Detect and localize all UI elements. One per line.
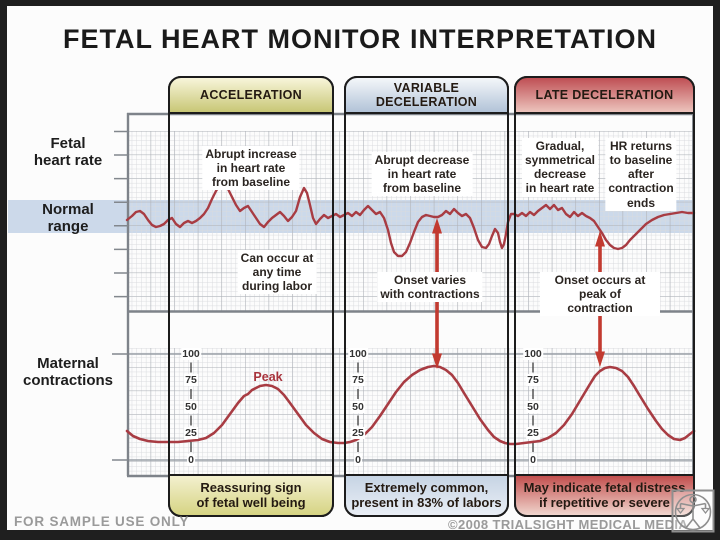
variable-deceleration-conclusion-text: Extremely common, present in 83% of labo… (351, 479, 502, 510)
scale-tick: 0 (529, 454, 537, 466)
late-deceleration-conclusion-text: May indicate fetal distress if repetitiv… (523, 479, 686, 510)
scale-tick: 100 (523, 348, 543, 360)
scale-tick: 50 (184, 401, 198, 413)
row-label-normal-range: Normal range (42, 201, 94, 235)
scale-tick: 0 (187, 454, 195, 466)
scale-tick: 75 (526, 374, 540, 386)
caption-late-description2: HR returns to baseline after contraction… (605, 138, 677, 211)
page-title: FETAL HEART MONITOR INTERPRETATION (63, 24, 657, 54)
caption-acceleration-description: Abrupt increase in heart rate from basel… (202, 146, 300, 191)
scale-tick: 75 (351, 374, 365, 386)
scale-tick: 0 (354, 454, 362, 466)
contraction-grid (127, 348, 694, 476)
scale-tick: 50 (351, 401, 365, 413)
trialsight-logo (671, 489, 715, 533)
contraction-peak-label: Peak (253, 370, 283, 384)
scale-dashes (190, 362, 534, 452)
tab-acceleration-label: ACCELERATION (200, 88, 302, 102)
late-deceleration-conclusion-box: May indicate fetal distress if repetitiv… (514, 474, 695, 517)
axis-ticks-left (112, 130, 128, 461)
tab-acceleration: ACCELERATION (168, 76, 334, 114)
scale-tick: 25 (184, 427, 198, 439)
column-variable-deceleration: VARIABLE DECELERATION Extremely common, … (344, 76, 509, 517)
tab-variable-deceleration-label: VARIABLE DECELERATION (375, 81, 478, 109)
caption-late-description: Gradual, symmetrical decrease in heart r… (521, 138, 599, 197)
contraction-trace (125, 364, 696, 446)
tab-variable-deceleration: VARIABLE DECELERATION (344, 76, 509, 114)
row-label-fetal-heart-rate: Fetal heart rate (33, 135, 103, 169)
tab-late-deceleration: LATE DECELERATION (514, 76, 695, 114)
caption-late-timing: Onset occurs at peak of contraction (540, 272, 660, 317)
scale-tick: 50 (526, 401, 540, 413)
sample-use-notice: FOR SAMPLE USE ONLY (14, 514, 190, 529)
variable-deceleration-conclusion-box: Extremely common, present in 83% of labo… (344, 474, 509, 517)
copyright-notice: ©2008 TRIALSIGHT MEDICAL MEDIA (448, 517, 689, 532)
acceleration-conclusion-box: Reassuring sign of fetal well being (168, 474, 334, 517)
caption-variable-description: Abrupt decrease in heart rate from basel… (371, 152, 473, 197)
scale-tick: 25 (526, 427, 540, 439)
scale-tick: 75 (184, 374, 198, 386)
column-late-deceleration: LATE DECELERATION May indicate fetal dis… (514, 76, 695, 517)
tab-late-deceleration-label: LATE DECELERATION (535, 88, 674, 102)
scale-tick: 25 (351, 427, 365, 439)
scale-tick: 100 (181, 348, 201, 360)
column-acceleration: ACCELERATION Reassuring sign of fetal we… (168, 76, 334, 517)
row-label-maternal-contractions: Maternal contractions (22, 355, 113, 389)
caption-variable-timing: Onset varies with contractions (377, 272, 483, 303)
scale-tick: 100 (348, 348, 368, 360)
caption-acceleration-timing: Can occur at any time during labor (237, 250, 317, 295)
acceleration-conclusion-text: Reassuring sign of fetal well being (196, 479, 306, 510)
